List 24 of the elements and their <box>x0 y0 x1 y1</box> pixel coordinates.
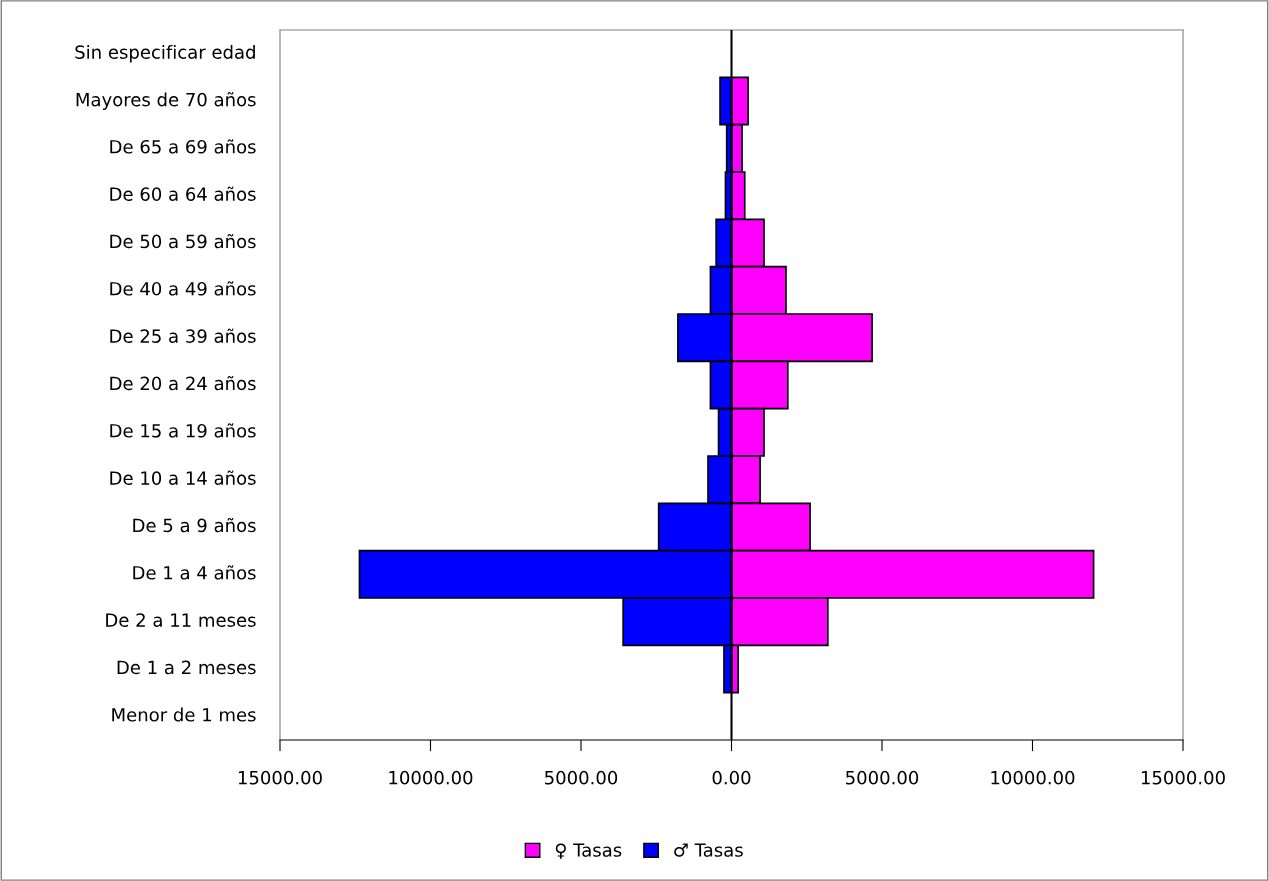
x-tick-label: 15000.00 <box>1141 770 1225 785</box>
y-tick-label: De 20 a 24 años <box>110 375 256 391</box>
x-tick-label: 10000.00 <box>991 770 1075 785</box>
y-tick-label: Menor de 1 mes <box>112 707 256 722</box>
y-tick-label: De 10 a 14 años <box>110 470 256 485</box>
y-tick-label: De 65 a 69 años <box>110 139 256 154</box>
x-tick-label: 5000.00 <box>545 770 618 785</box>
y-tick-label: De 60 a 64 años <box>110 186 256 201</box>
x-tick-label: 0.00 <box>712 770 751 785</box>
y-tick-label: De 15 a 19 años <box>110 423 256 438</box>
y-tick-label: De 1 a 2 meses <box>117 660 256 675</box>
y-tick-label: De 1 a 4 años <box>133 565 256 580</box>
legend-label: ♀ Tasas <box>555 843 622 859</box>
y-tick-label: De 25 a 39 años <box>110 328 256 343</box>
x-tick-label: 5000.00 <box>846 770 919 785</box>
x-tick-label: 10000.00 <box>389 770 473 785</box>
y-tick-label: De 5 a 9 años <box>133 517 256 533</box>
y-tick-label: Sin especificar edad <box>75 44 255 63</box>
y-tick-label: De 50 a 59 años <box>110 233 256 249</box>
y-tick-label: Mayores de 70 años <box>76 92 256 110</box>
y-tick-label: De 2 a 11 meses <box>106 613 256 627</box>
x-tick-label: 15000.00 <box>238 770 322 785</box>
legend-label: ♂ Tasas <box>674 843 743 857</box>
y-tick-label: De 40 a 49 años <box>110 281 256 296</box>
